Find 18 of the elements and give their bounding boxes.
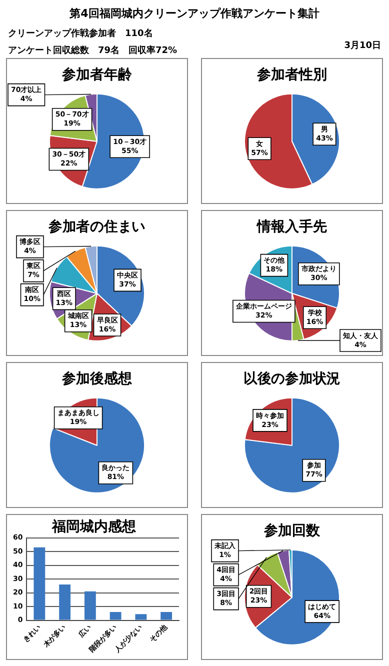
- chart-title: 参加者の住まい: [48, 218, 146, 236]
- bar: [110, 612, 122, 620]
- bar: [84, 591, 96, 620]
- text: アンケート回収総数 79名 回収率72%: [8, 46, 178, 56]
- chart-title: 参加者年齢: [61, 66, 133, 84]
- text: 3月10日: [344, 40, 381, 52]
- text: 第4回福岡城内クリーンアップ作戦アンケート集計: [68, 6, 320, 21]
- bar: [135, 614, 147, 620]
- chart-title: 以後の参加状況: [244, 370, 340, 388]
- chart-title: 参加者性別: [256, 66, 327, 84]
- chart-title: 福岡城内感想: [51, 518, 137, 536]
- bar: [160, 612, 172, 620]
- chart-title: 参加回数: [263, 522, 321, 540]
- bar: [34, 547, 46, 620]
- text: クリーンアップ作戦参加者 110名: [8, 27, 154, 40]
- bar: [59, 584, 71, 620]
- chart-title: 参加後感想: [61, 370, 133, 388]
- chart-title: 情報入手先: [256, 218, 327, 236]
